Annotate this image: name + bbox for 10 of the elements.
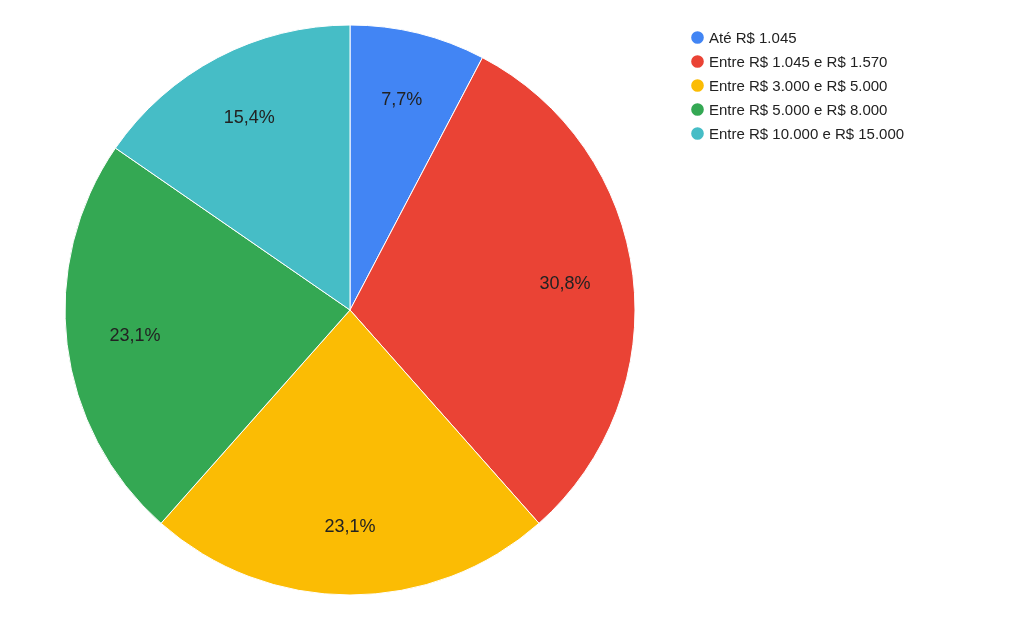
legend-label: Entre R$ 5.000 e R$ 8.000 [709,100,888,118]
data-label: 23,1% [324,515,376,536]
legend-label: Entre R$ 1.045 e R$ 1.570 [709,52,888,70]
legend-label: Entre R$ 3.000 e R$ 5.000 [709,76,888,94]
data-label: 30,8% [539,272,591,293]
legend-label: Entre R$ 10.000 e R$ 15.000 [709,124,905,142]
data-label: 7,7% [381,88,423,109]
data-label: 23,1% [109,325,161,346]
data-label: 15,4% [223,107,275,128]
legend-label: Até R$ 1.045 [709,28,797,46]
